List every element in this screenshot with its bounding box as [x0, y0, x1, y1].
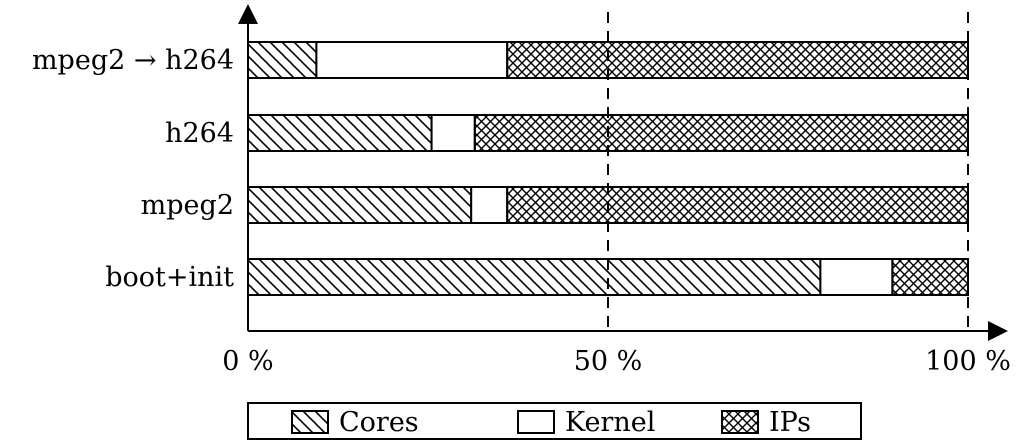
category-label: mpeg2 → h264 [32, 45, 234, 76]
category-label: h264 [165, 118, 234, 149]
bar-segment-ips [473, 114, 969, 152]
bar-segment-kernel [819, 258, 894, 296]
legend-label-ips: IPs [769, 407, 811, 438]
category-label: mpeg2 [141, 190, 234, 221]
bar-segment-cores [247, 186, 473, 224]
x-tick-labels: 0 % 50 % 100 % [222, 346, 1011, 377]
x-tick-label: 100 % [925, 346, 1011, 377]
bar-segment-cores [247, 114, 433, 152]
legend-swatch-cores [291, 410, 329, 434]
x-tick-label: 50 % [574, 346, 643, 377]
bar-segment-kernel [470, 186, 509, 224]
category-labels: mpeg2 → h264 h264 mpeg2 boot+init [32, 45, 234, 293]
bars [247, 41, 970, 296]
bar-segment-ips [506, 186, 969, 224]
bar-segment-kernel [430, 114, 476, 152]
legend-swatch-ips [721, 410, 759, 434]
axes [238, 4, 1008, 341]
legend: Cores Kernel IPs [247, 402, 862, 440]
bar-segment-cores [247, 258, 822, 296]
category-label: boot+init [105, 262, 234, 293]
bar-segment-cores [247, 41, 318, 79]
legend-label-cores: Cores [339, 407, 419, 438]
bar-segment-ips [506, 41, 969, 79]
gridlines [607, 12, 969, 331]
bar-segment-ips [891, 258, 970, 296]
legend-swatch-kernel [517, 410, 555, 434]
x-tick-label: 0 % [222, 346, 273, 377]
legend-label-kernel: Kernel [565, 407, 655, 438]
bar-segment-kernel [315, 41, 509, 79]
